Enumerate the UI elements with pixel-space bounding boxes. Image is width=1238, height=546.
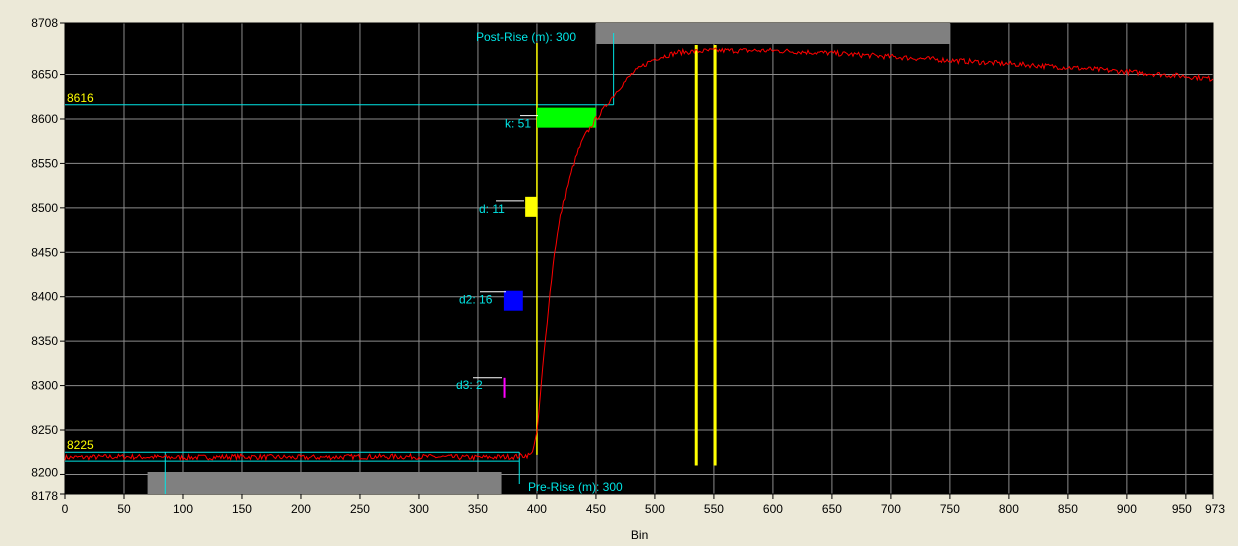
x-tick-label: 50: [117, 502, 131, 516]
k-bar: [536, 107, 596, 128]
annotation-label: k: 51: [505, 117, 531, 131]
x-tick-label: 400: [527, 502, 547, 516]
annotation-label: d2: 16: [459, 293, 493, 307]
d2-bar: [503, 290, 523, 311]
x-tick-label: 973: [1205, 502, 1225, 516]
y-tick-label: 8300: [31, 379, 58, 393]
x-tick-label: 800: [999, 502, 1019, 516]
y-tick-label: 8400: [31, 290, 58, 304]
x-tick-label: 0: [62, 502, 69, 516]
x-tick-label: 850: [1058, 502, 1078, 516]
y-tick-label: 8600: [31, 112, 58, 126]
d3-bar: [503, 377, 506, 398]
signal-line: [64, 47, 1214, 462]
x-tick-label: 350: [468, 502, 488, 516]
d-bar: [525, 196, 537, 217]
plot-area[interactable]: [65, 23, 1213, 494]
annotation-label: d3: 2: [456, 378, 483, 392]
overlays: 8225 8616 Post-Rise (m): 300 Pre-Rise (m): …: [65, 23, 950, 494]
x-tick-label: 750: [940, 502, 960, 516]
y-tick-label: 8500: [31, 201, 58, 215]
y-axis: 8178 8200 8250 8300 8350 8400 8450 8500 8550 8600…: [31, 16, 65, 503]
x-tick-label: 250: [350, 502, 370, 516]
x-axis: 0 50 100 150 200 250 300 350 400 450 500 550 600 650 7…: [62, 494, 1225, 516]
y-tick-label: 8708: [31, 16, 58, 30]
gridlines: [64, 22, 1214, 495]
x-tick-label: 550: [704, 502, 724, 516]
x-tick-label: 700: [881, 502, 901, 516]
y-tick-label: 8650: [31, 68, 58, 82]
annotation-label: Pre-Rise (m): 300: [528, 480, 623, 494]
y-tick-label: 8200: [31, 465, 58, 479]
series-layer: [64, 47, 1214, 462]
baseline-label: 8225: [67, 438, 94, 452]
post-rise-range-bar: [595, 23, 950, 44]
x-tick-label: 600: [763, 502, 783, 516]
y-tick-label: 8350: [31, 334, 58, 348]
pre-rise-range-bar: [147, 472, 502, 494]
x-tick-label: 100: [173, 502, 193, 516]
x-tick-label: 650: [822, 502, 842, 516]
x-axis-label: Bin: [631, 528, 648, 542]
x-tick-label: 950: [1172, 502, 1192, 516]
x-tick-label: 900: [1117, 502, 1137, 516]
annotation-label: Post-Rise (m): 300: [476, 30, 576, 44]
x-tick-label: 450: [586, 502, 606, 516]
y-tick-label: 8178: [31, 489, 58, 503]
y-tick-label: 8250: [31, 423, 58, 437]
baseline-label: 8616: [67, 91, 94, 105]
x-tick-label: 500: [645, 502, 665, 516]
x-tick-label: 300: [409, 502, 429, 516]
annotation-label: d: 11: [479, 202, 505, 216]
x-tick-label: 200: [291, 502, 311, 516]
y-tick-label: 8450: [31, 245, 58, 259]
x-tick-label: 150: [232, 502, 252, 516]
y-tick-label: 8550: [31, 156, 58, 170]
